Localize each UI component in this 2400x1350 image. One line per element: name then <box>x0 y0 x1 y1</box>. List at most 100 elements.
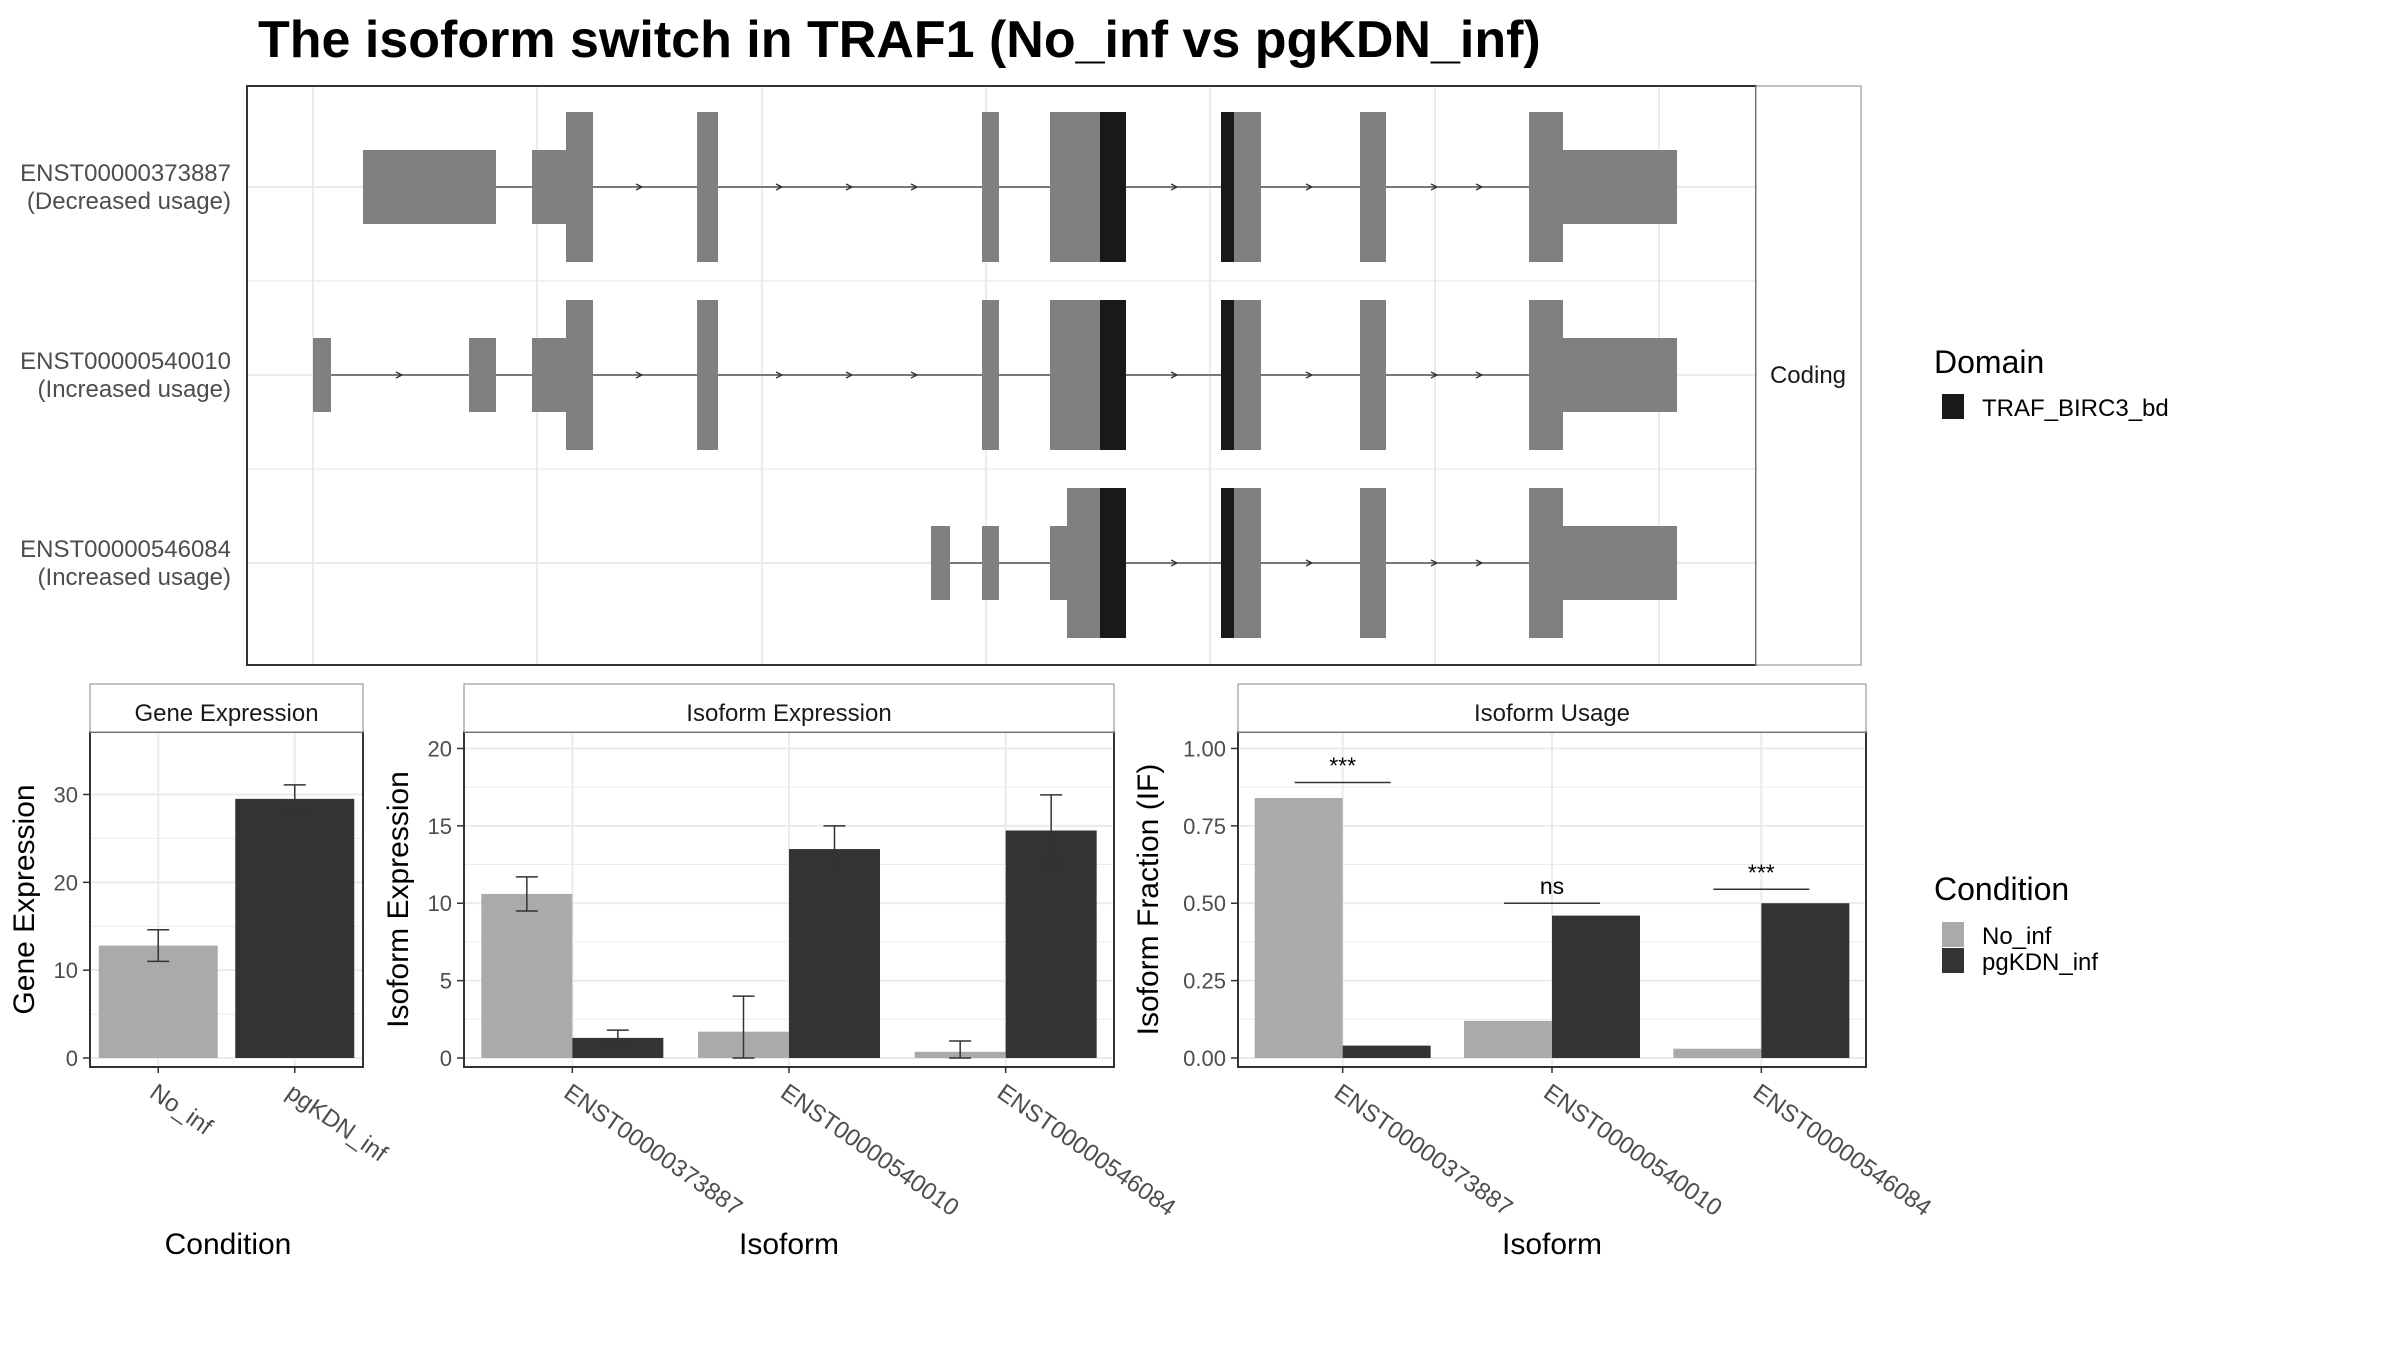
x-tick-label: pgKDN_inf <box>281 1079 392 1168</box>
x-tick-label: No_inf <box>145 1079 218 1141</box>
exon-block <box>1529 488 1563 638</box>
intron-direction-arrow <box>775 371 784 379</box>
y-tick-label: 0.50 <box>1183 891 1226 916</box>
chart-isoform-usage: Isoform Usage 0.00 0.25 0.50 0.75 1.00 *** ns **… <box>1132 683 1936 1261</box>
significance-label: *** <box>1329 753 1356 779</box>
significance-label: *** <box>1748 859 1775 885</box>
exon-block <box>982 300 999 450</box>
intron-direction-arrow <box>845 371 854 379</box>
y-axis-title: Gene Expression <box>8 784 41 1014</box>
intron-direction-arrow <box>635 183 644 191</box>
chart-title-strip <box>1237 683 1867 733</box>
transcript-structure-panel: Coding ENST00000373887(Decreased usage) E… <box>20 85 1862 666</box>
intron-direction-arrow <box>1430 371 1439 379</box>
transcript-usage-label: (Increased usage) <box>38 564 231 591</box>
domain-legend: Domain TRAF_BIRC3_bd <box>1934 344 2169 422</box>
intron-direction-arrow <box>1170 371 1179 379</box>
bar-pgkdn-inf <box>1552 915 1640 1058</box>
exon-block <box>1050 300 1100 450</box>
bar-no-inf <box>1673 1048 1762 1058</box>
intron-direction-arrow <box>1305 371 1314 379</box>
x-tick-label: ENST00000373887 <box>559 1079 747 1222</box>
structure-facet-strip <box>1755 85 1862 666</box>
intron-direction-arrow <box>395 371 404 379</box>
chart-isoform-expression: Isoform Expression 0 5 10 15 20 ENST0000037388… <box>382 683 1180 1261</box>
legend-swatch-pgkdn-inf <box>1942 948 1964 973</box>
y-tick-label: 0.75 <box>1183 814 1226 839</box>
intron-direction-arrow <box>635 371 644 379</box>
intron-direction-arrow <box>910 183 919 191</box>
exon-block <box>1234 300 1261 450</box>
exon-block <box>363 150 496 224</box>
exon-block <box>931 526 950 600</box>
exon-block <box>982 526 999 600</box>
legend-label-no-inf: No_inf <box>1982 923 2052 950</box>
domain-block <box>1221 488 1234 638</box>
y-tick-label: 10 <box>428 891 452 916</box>
x-tick-label: ENST00000540010 <box>1539 1079 1727 1222</box>
exon-block <box>1563 338 1677 412</box>
intron-direction-arrow <box>1305 183 1314 191</box>
exon-block <box>1360 488 1386 638</box>
exon-block <box>566 112 593 262</box>
x-tick-label: ENST00000546084 <box>1748 1079 1936 1222</box>
y-tick-label: 15 <box>428 814 452 839</box>
exon-block <box>469 338 496 412</box>
bar-pgkdn-inf <box>1761 903 1850 1058</box>
y-tick-label: 5 <box>440 969 452 994</box>
x-tick-label: ENST00000540010 <box>776 1079 964 1222</box>
exon-block <box>1360 112 1386 262</box>
exon-block <box>1529 300 1563 450</box>
transcript-id-label: ENST00000540010 <box>20 348 231 375</box>
domain-legend-title: Domain <box>1934 344 2044 380</box>
chart-gene-expression: Gene Expression 0 10 20 30 No_inf pgKDN_inf Con… <box>8 683 392 1261</box>
y-tick-label: 10 <box>54 958 78 983</box>
transcript-id-label: ENST00000373887 <box>20 160 231 187</box>
y-axis-title: Isoform Fraction (IF) <box>1132 764 1165 1036</box>
bar-charts: Gene Expression 0 10 20 30 No_inf pgKDN_inf Con… <box>8 683 1936 1261</box>
exon-block <box>532 150 566 224</box>
y-tick-label: 1.00 <box>1183 736 1226 761</box>
figure-title: The isoform switch in TRAF1 (No_inf vs p… <box>258 11 1541 69</box>
exon-block <box>1563 526 1677 600</box>
x-tick-label: ENST00000546084 <box>992 1079 1180 1222</box>
x-axis-title: Isoform <box>1502 1228 1602 1261</box>
y-tick-label: 0 <box>66 1046 78 1071</box>
intron-direction-arrow <box>1170 559 1179 567</box>
bar-no-inf <box>1464 1020 1552 1058</box>
intron-direction-arrow <box>1170 183 1179 191</box>
exon-block <box>1563 150 1677 224</box>
exon-block <box>1234 488 1261 638</box>
intron-direction-arrow <box>1475 559 1484 567</box>
intron-direction-arrow <box>1305 559 1314 567</box>
significance-label: ns <box>1540 873 1564 899</box>
intron-direction-arrow <box>1430 559 1439 567</box>
bar-no-inf <box>98 945 218 1058</box>
condition-legend: Condition No_inf pgKDN_inf <box>1934 871 2098 976</box>
exon-block <box>1360 300 1386 450</box>
exon-block <box>532 338 566 412</box>
bar-no-inf <box>481 893 573 1058</box>
domain-block <box>1100 488 1126 638</box>
chart-title: Isoform Usage <box>1474 700 1630 727</box>
domain-block <box>1221 300 1234 450</box>
y-tick-label: 30 <box>54 782 78 807</box>
transcript-usage-label: (Increased usage) <box>38 376 231 403</box>
x-axis-title: Condition <box>165 1228 292 1261</box>
domain-block <box>1221 112 1234 262</box>
bar-pgkdn-inf <box>1005 830 1097 1058</box>
exon-block <box>697 300 718 450</box>
bar-no-inf <box>1254 798 1343 1058</box>
transcript-usage-label: (Decreased usage) <box>27 188 231 215</box>
domain-legend-swatch <box>1942 394 1964 419</box>
y-tick-label: 0.00 <box>1183 1046 1226 1071</box>
intron-direction-arrow <box>775 183 784 191</box>
legend-label-pgkdn-inf: pgKDN_inf <box>1982 949 2098 976</box>
domain-block <box>1100 112 1126 262</box>
y-tick-label: 20 <box>54 870 78 895</box>
domain-legend-label: TRAF_BIRC3_bd <box>1982 395 2169 422</box>
intron-direction-arrow <box>910 371 919 379</box>
chart-title-strip <box>463 683 1115 733</box>
condition-legend-title: Condition <box>1934 871 2069 907</box>
